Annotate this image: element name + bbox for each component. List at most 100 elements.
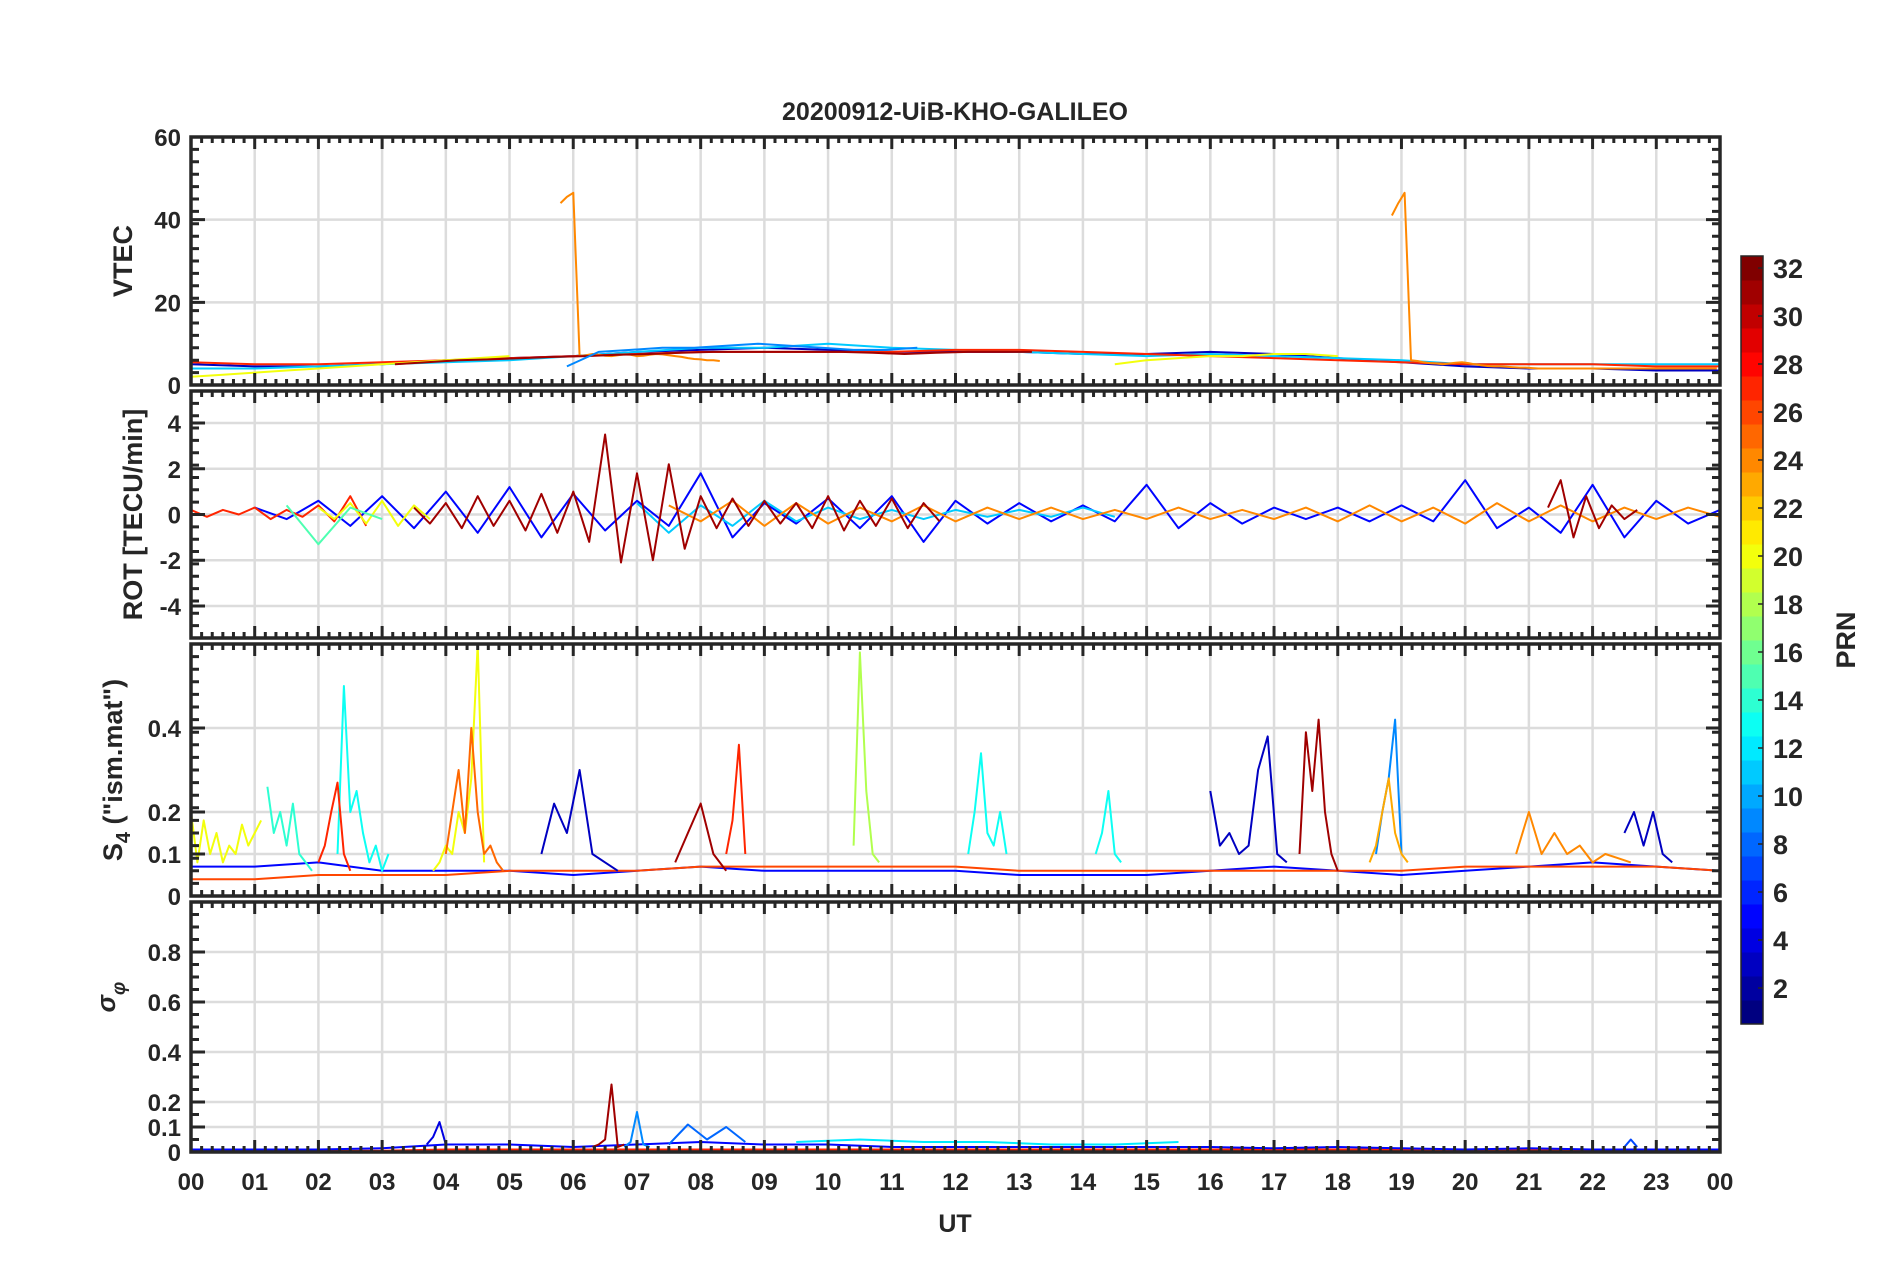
series-line-prn-25 xyxy=(444,727,504,872)
y-tick-label: 0 xyxy=(168,884,181,911)
y-tick-label: 0.1 xyxy=(148,842,181,869)
series-line-prn-13 xyxy=(336,685,390,872)
colorbar-swatch xyxy=(1741,568,1763,593)
colorbar-tick-label: 30 xyxy=(1773,302,1803,332)
x-tick-label: 14 xyxy=(1070,1169,1097,1196)
y-tick-label: 0.2 xyxy=(148,1090,181,1117)
x-tick-label: 07 xyxy=(624,1169,651,1196)
colorbar-swatch xyxy=(1741,832,1763,857)
colorbar-tick-label: 14 xyxy=(1773,686,1803,716)
y-tick-label: 40 xyxy=(154,208,181,235)
colorbar-tick-label: 18 xyxy=(1773,590,1803,620)
colorbar-swatch xyxy=(1741,688,1763,713)
y-tick-label: 0.1 xyxy=(148,1115,181,1142)
series-line-prn-26 xyxy=(191,865,1720,881)
colorbar-tick-label: 8 xyxy=(1773,830,1788,860)
panel-rot: -4 -2 0 2 4 ROT [TECU/min] xyxy=(118,389,1722,640)
x-tick-label: 12 xyxy=(942,1169,969,1196)
colorbar-label: PRN xyxy=(1831,611,1861,668)
x-tick-label: 19 xyxy=(1388,1169,1415,1196)
colorbar-swatch xyxy=(1741,664,1763,689)
y-tick-label: 20 xyxy=(154,290,181,317)
x-tick-label: 05 xyxy=(496,1169,523,1196)
x-tick-label: 04 xyxy=(432,1169,459,1196)
colorbar-swatch xyxy=(1741,304,1763,329)
series-line-prn-9 xyxy=(566,342,918,368)
y-tick-label: 0.8 xyxy=(148,940,181,967)
colorbar-swatch xyxy=(1741,544,1763,569)
colorbar-tick-label: 2 xyxy=(1773,974,1788,1004)
chart-title: 20200912-UiB-KHO-GALILEO xyxy=(782,98,1128,126)
colorbar-swatch xyxy=(1741,352,1763,377)
series-line-prn-31 xyxy=(394,350,1032,366)
x-tick-label: 09 xyxy=(751,1169,778,1196)
series-line-prn-3 xyxy=(1623,811,1673,864)
series-line-prn-23 xyxy=(1368,777,1409,864)
series-line-prn-18 xyxy=(852,651,880,864)
series-line-prn-20 xyxy=(432,644,486,872)
series-line-prn-31 xyxy=(413,433,941,564)
x-tick-label: 13 xyxy=(1006,1169,1033,1196)
colorbar-tick-label: 26 xyxy=(1773,398,1803,428)
y-tick-label: 0 xyxy=(168,1140,181,1167)
y-tick-label: 0.4 xyxy=(148,1040,182,1067)
colorbar-swatch xyxy=(1741,856,1763,881)
colorbar-tick-label: 20 xyxy=(1773,542,1803,572)
series-line-prn-8 xyxy=(668,1123,746,1146)
colorbar-swatch xyxy=(1741,328,1763,353)
y-axis-label: ROT [TECU/min] xyxy=(118,409,148,620)
y-axis-label: σφ xyxy=(91,982,130,1013)
series-group xyxy=(191,644,1720,881)
x-tick-label: 18 xyxy=(1324,1169,1351,1196)
x-tick-label: 01 xyxy=(241,1169,268,1196)
axes-box xyxy=(189,642,1722,898)
y-tick-label: 0 xyxy=(168,503,181,530)
series-group xyxy=(191,191,1720,378)
x-axis-label: UT xyxy=(938,1210,971,1238)
colorbar-swatch xyxy=(1741,640,1763,665)
colorbar-swatch xyxy=(1741,520,1763,545)
colorbar-tick-label: 28 xyxy=(1773,350,1803,380)
series-line-prn-5 xyxy=(191,861,1720,876)
x-tick-label: 17 xyxy=(1261,1169,1288,1196)
series-line-prn-31 xyxy=(592,1083,625,1148)
colorbar-swatch xyxy=(1741,952,1763,977)
series-line-prn-27 xyxy=(725,743,747,855)
series-line-prn-14 xyxy=(266,786,313,872)
y-tick-label: 4 xyxy=(168,411,182,438)
axes-box xyxy=(189,900,1722,1154)
panel-sigma-phi: 00.10.2 0.4 0.6 0.8 σφ xyxy=(91,900,1722,1167)
colorbar-tick-label: 22 xyxy=(1773,494,1803,524)
colorbar-swatch xyxy=(1741,496,1763,521)
series-line-prn-20 xyxy=(191,811,262,864)
series-line-prn-20 xyxy=(317,499,431,527)
y-axis-label: S4 ("ism.mat") xyxy=(98,679,135,861)
x-tick-label: 22 xyxy=(1579,1169,1606,1196)
series-group xyxy=(191,433,1720,564)
colorbar-tick-label: 16 xyxy=(1773,638,1803,668)
series-line-prn-24 xyxy=(559,191,720,362)
panel-vtec: 0 20 40 60 VTEC xyxy=(108,125,1722,400)
colorbar-swatch xyxy=(1741,712,1763,737)
y-tick-label: 0.2 xyxy=(148,800,181,827)
x-tick-label: 23 xyxy=(1643,1169,1670,1196)
series-line-prn-13 xyxy=(1094,790,1122,864)
series-line-prn-15 xyxy=(285,504,383,546)
panel-s4: 0 0.1 0.2 0.4 S4 ("ism.mat") xyxy=(98,642,1722,911)
series-line-prn-24 xyxy=(1515,811,1632,864)
colorbar-swatch xyxy=(1741,1000,1763,1025)
series-line-prn-31 xyxy=(1298,718,1339,872)
axes-box xyxy=(189,135,1722,387)
x-tick-label: 06 xyxy=(560,1169,587,1196)
colorbar-swatch xyxy=(1741,760,1763,785)
colorbar-swatch xyxy=(1741,472,1763,497)
colorbar-tick-label: 4 xyxy=(1773,926,1788,956)
series-line-prn-24 xyxy=(668,499,1720,527)
colorbar-swatch xyxy=(1741,256,1763,281)
series-line-prn-5 xyxy=(254,472,1720,543)
series-line-prn-24 xyxy=(1391,191,1717,370)
series-line-prn-9 xyxy=(623,1111,651,1148)
